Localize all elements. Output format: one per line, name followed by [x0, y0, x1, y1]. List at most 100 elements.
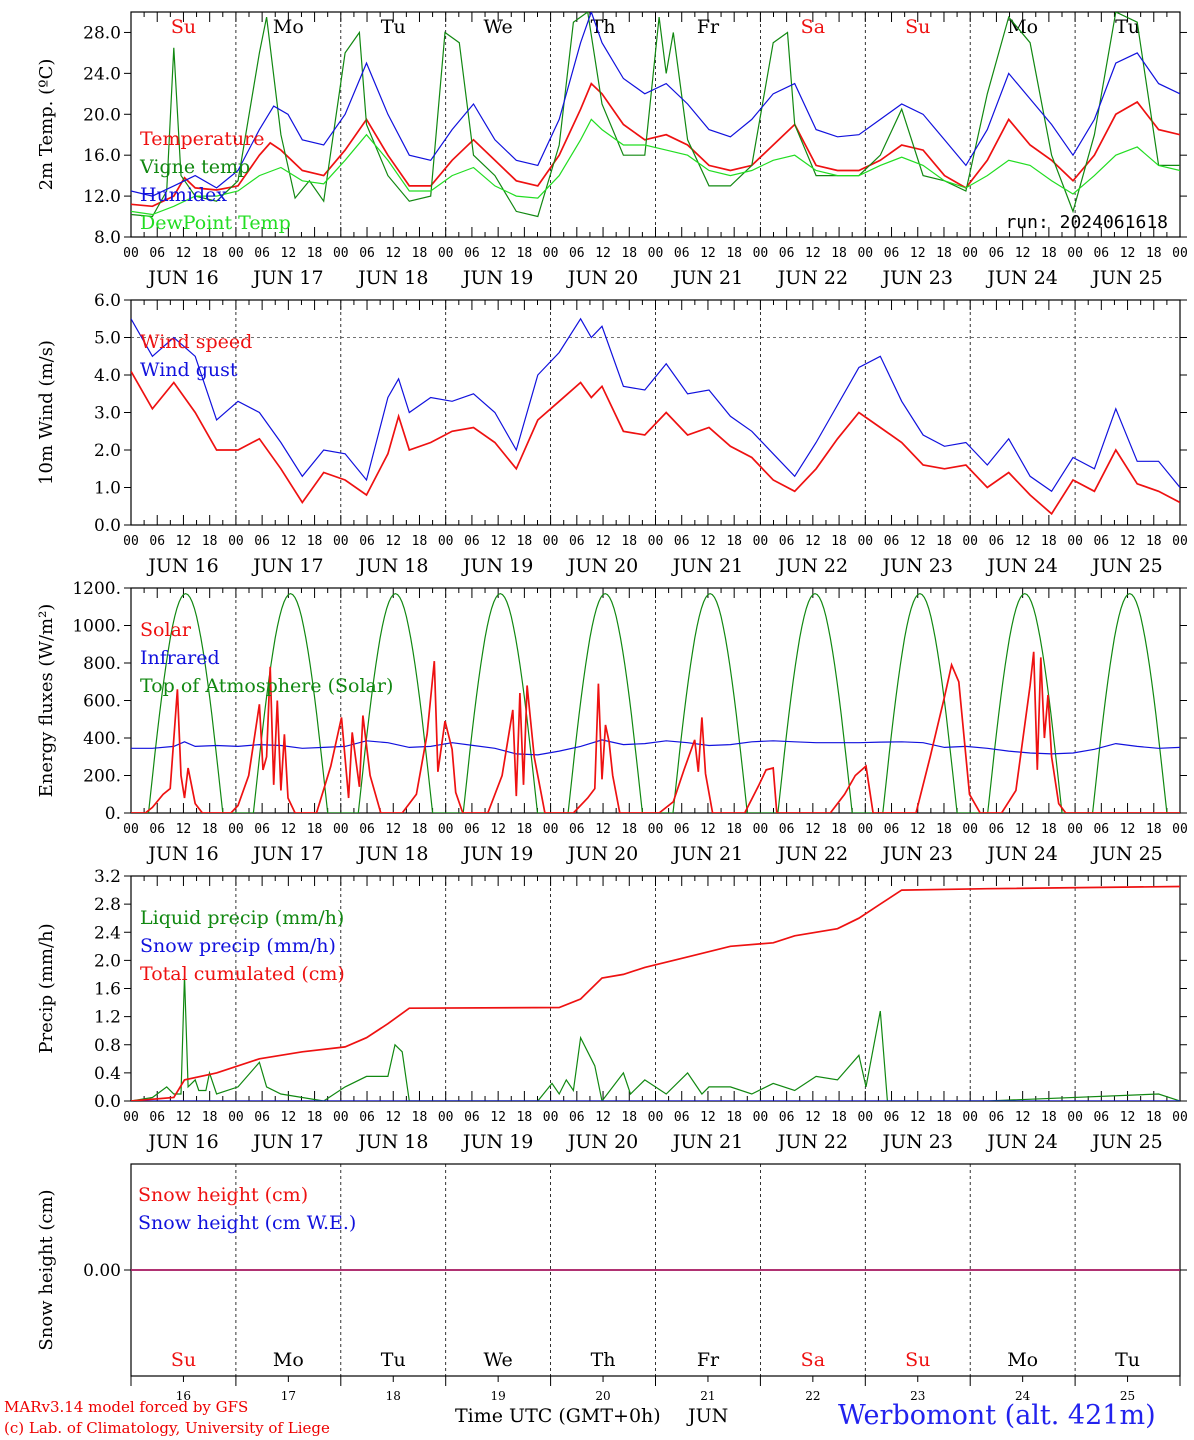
y-tick-label: 6.0 [94, 291, 121, 311]
date-label: JUN 20 [566, 267, 638, 289]
weekday-label: Sa [801, 1349, 825, 1371]
hour-tick-label: 06 [569, 1110, 585, 1125]
hour-tick-label: 00 [857, 822, 873, 837]
date-label: JUN 17 [251, 1131, 323, 1153]
hour-tick-label: 06 [569, 246, 585, 261]
plot-frame [130, 11, 1181, 238]
legend-entry: Solar [140, 619, 192, 641]
date-label: JUN 21 [671, 1131, 743, 1153]
x-axis-title: Time UTC (GMT+0h) [455, 1405, 661, 1427]
date-label: JUN 22 [776, 555, 848, 577]
hour-tick-label: 06 [884, 246, 900, 261]
hour-tick-label: 18 [307, 534, 323, 549]
hour-tick-label: 00 [228, 1110, 244, 1125]
hour-tick-label: 12 [281, 246, 297, 261]
hour-tick-label: 00 [648, 534, 664, 549]
date-label: JUN 21 [671, 267, 743, 289]
hour-tick-label: 12 [1015, 534, 1031, 549]
hour-tick-label: 00 [333, 1110, 349, 1125]
hour-tick-label: 12 [1120, 246, 1136, 261]
hour-tick-label: 12 [176, 534, 192, 549]
date-label: JUN 23 [881, 555, 953, 577]
hour-tick-label: 06 [884, 822, 900, 837]
series-line-wind-gust [131, 317, 1180, 493]
date-label: JUN 20 [566, 1131, 638, 1153]
hour-tick-label: 12 [910, 534, 926, 549]
date-label: JUN 18 [356, 555, 428, 577]
weekday-label: Fr [697, 1349, 720, 1371]
weekday-label: Mo [273, 16, 304, 38]
hour-tick-label: 12 [700, 1110, 716, 1125]
hour-tick-label: 06 [989, 534, 1005, 549]
date-label: JUN 17 [251, 267, 323, 289]
series-line-wind-speed [131, 370, 1180, 516]
y-tick-label: 3.0 [94, 404, 121, 424]
y-tick-label: 0. [105, 804, 121, 824]
weekday-label: Mo [1007, 16, 1038, 38]
hour-tick-label: 06 [779, 822, 795, 837]
series-line-dewpoint-temp [131, 118, 1180, 216]
day-number-label: 17 [281, 1389, 296, 1403]
hour-tick-label: 12 [385, 1110, 401, 1125]
day-number-label: 20 [595, 1389, 610, 1403]
legend-entry: Wind gust [140, 359, 238, 381]
hour-tick-label: 12 [805, 822, 821, 837]
hour-tick-label: 12 [910, 246, 926, 261]
x-axis-month: JUN [688, 1405, 729, 1427]
hour-tick-label: 18 [202, 822, 218, 837]
hour-tick-label: 00 [1172, 534, 1188, 549]
hour-tick-label: 18 [517, 534, 533, 549]
hour-tick-label: 06 [674, 246, 690, 261]
hour-tick-label: 12 [176, 822, 192, 837]
hour-tick-label: 06 [359, 534, 375, 549]
day-number-label: 16 [176, 1389, 191, 1403]
hour-tick-label: 06 [569, 822, 585, 837]
y-tick-label: 12.0 [83, 187, 121, 207]
weekday-label: Tu [381, 16, 406, 38]
hour-tick-label: 00 [333, 534, 349, 549]
day-number-label: 24 [1015, 1389, 1031, 1403]
date-label: JUN 24 [985, 843, 1057, 865]
hour-tick-label: 12 [1120, 822, 1136, 837]
hour-tick-label: 06 [254, 246, 270, 261]
legend-entry: Total cumulated (cm) [140, 963, 345, 985]
y-axis-label: Snow height (cm) [36, 1189, 57, 1350]
series-line-humidex [131, 12, 1180, 197]
y-axis-label: Energy fluxes (W/m²) [36, 604, 57, 798]
weekday-label: Tu [1115, 16, 1140, 38]
date-label: JUN 22 [776, 843, 848, 865]
hour-tick-label: 00 [1172, 822, 1188, 837]
y-tick-label: 600. [83, 692, 121, 712]
hour-tick-label: 12 [1120, 534, 1136, 549]
hour-tick-label: 00 [648, 246, 664, 261]
hour-tick-label: 18 [936, 534, 952, 549]
hour-tick-label: 18 [517, 1110, 533, 1125]
legend-entry: DewPoint Temp [140, 212, 291, 234]
hour-tick-label: 00 [753, 534, 769, 549]
hour-tick-label: 06 [989, 1110, 1005, 1125]
hour-tick-label: 12 [176, 1110, 192, 1125]
plot-frame [130, 587, 1181, 814]
hour-tick-label: 00 [753, 246, 769, 261]
hour-tick-label: 00 [1172, 1110, 1188, 1125]
hour-tick-label: 00 [857, 246, 873, 261]
hour-tick-label: 12 [595, 534, 611, 549]
hour-tick-label: 12 [595, 822, 611, 837]
date-label: JUN 23 [881, 843, 953, 865]
date-label: JUN 19 [461, 555, 533, 577]
hour-tick-label: 12 [385, 246, 401, 261]
hour-tick-label: 00 [753, 822, 769, 837]
hour-tick-label: 00 [438, 822, 454, 837]
hour-tick-label: 12 [700, 246, 716, 261]
y-tick-label: 3.2 [94, 867, 121, 887]
hour-tick-label: 06 [674, 534, 690, 549]
hour-tick-label: 12 [490, 822, 506, 837]
hour-tick-label: 00 [438, 246, 454, 261]
hour-tick-label: 12 [1015, 822, 1031, 837]
day-number-label: 23 [910, 1389, 925, 1403]
date-label: JUN 16 [146, 843, 218, 865]
hour-tick-label: 18 [517, 822, 533, 837]
hour-tick-label: 00 [228, 822, 244, 837]
hour-tick-label: 12 [805, 534, 821, 549]
